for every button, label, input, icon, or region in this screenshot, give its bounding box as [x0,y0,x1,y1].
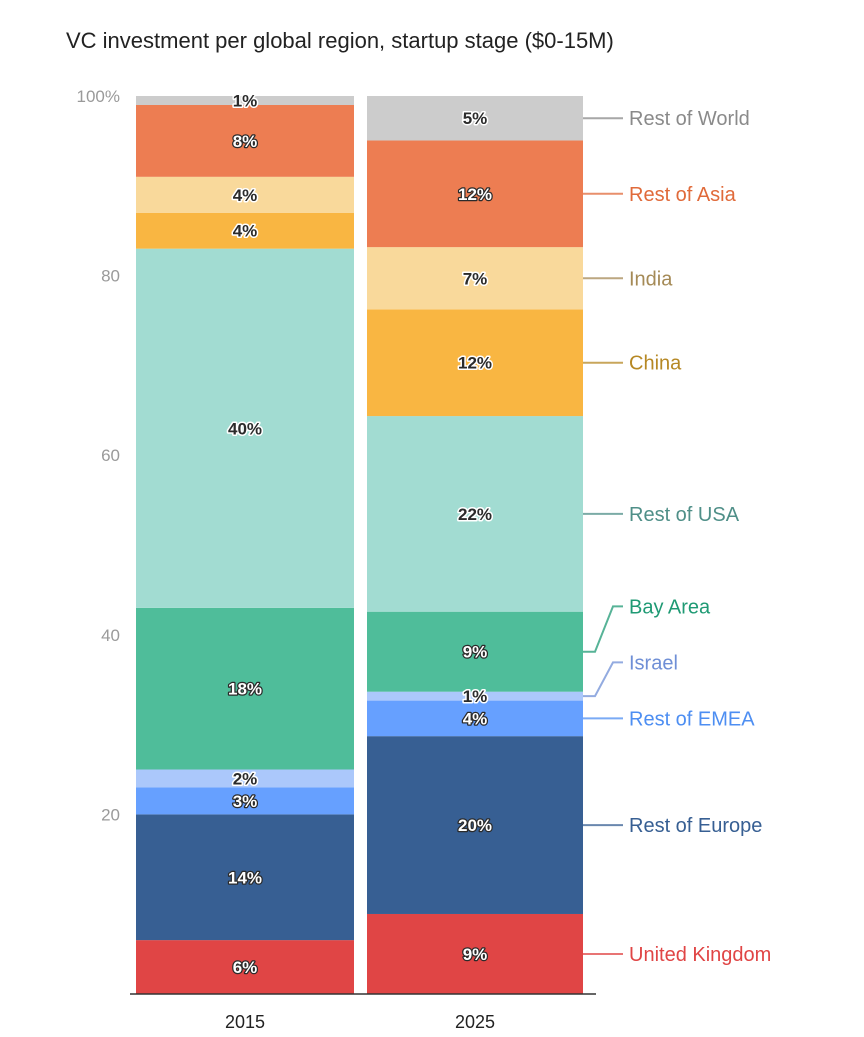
bar-segment [136,607,354,770]
bar-segment [136,212,354,249]
bar-value-label: 6% [233,958,258,977]
legend-label: Israel [629,652,678,674]
y-tick-label: 40 [101,626,120,645]
legend-label: Rest of USA [629,504,740,526]
legend-label: Bay Area [629,596,711,618]
chart-title: VC investment per global region, startup… [66,28,614,53]
bar-value-label: 7% [463,269,488,288]
bar-value-label: 4% [463,709,488,728]
legend-label: Rest of Europe [629,815,762,837]
bar-segment [367,913,583,994]
legend-connector [583,605,623,653]
bar-value-label: 1% [233,91,258,110]
bar-segment [136,769,354,788]
bar-value-label: 4% [233,186,258,205]
legend-label: China [629,353,682,375]
bar-value-label: 8% [233,132,258,151]
bar-value-label: 4% [233,222,258,241]
bar-value-label: 12% [458,185,492,204]
bar-segment [136,940,354,994]
y-tick-label: 100% [77,87,120,106]
y-tick-label: 20 [101,805,120,824]
bar-segment [136,96,354,105]
bar-segment [136,104,354,177]
bar-segment [367,736,583,914]
bar-value-label: 18% [228,680,262,699]
bar-segment [136,814,354,941]
bar-value-label: 9% [463,945,488,964]
bar-segment [367,309,583,417]
bar-value-label: 5% [463,109,488,128]
bar-segment [136,248,354,608]
legend-label: Rest of Asia [629,184,737,206]
y-tick-label: 80 [101,267,120,286]
bar-segment [136,787,354,815]
y-tick-label: 60 [101,446,120,465]
bar-segment [367,416,583,612]
bar-value-label: 14% [228,868,262,887]
bar-segment [367,700,583,737]
bar-value-label: 3% [233,792,258,811]
bar-segment [367,247,583,310]
legend-connector [583,661,623,698]
bar-value-label: 2% [233,769,258,788]
bar-segment [367,140,583,248]
bar-segment [367,611,583,692]
x-tick-label: 2015 [225,1012,265,1032]
bar-value-label: 40% [228,419,262,438]
bar-segment [136,176,354,213]
legend-label: Rest of World [629,108,750,130]
bar-value-label: 20% [458,816,492,835]
bar-value-label: 22% [458,505,492,524]
legend-label: United Kingdom [629,944,771,966]
x-tick-label: 2025 [455,1012,495,1032]
bar-value-label: 12% [458,354,492,373]
bar-segment [367,96,583,141]
bar-segment [367,691,583,701]
legend-label: Rest of EMEA [629,708,755,730]
bar-value-label: 1% [463,687,488,706]
legend-label: India [629,268,673,290]
bar-value-label: 9% [463,643,488,662]
